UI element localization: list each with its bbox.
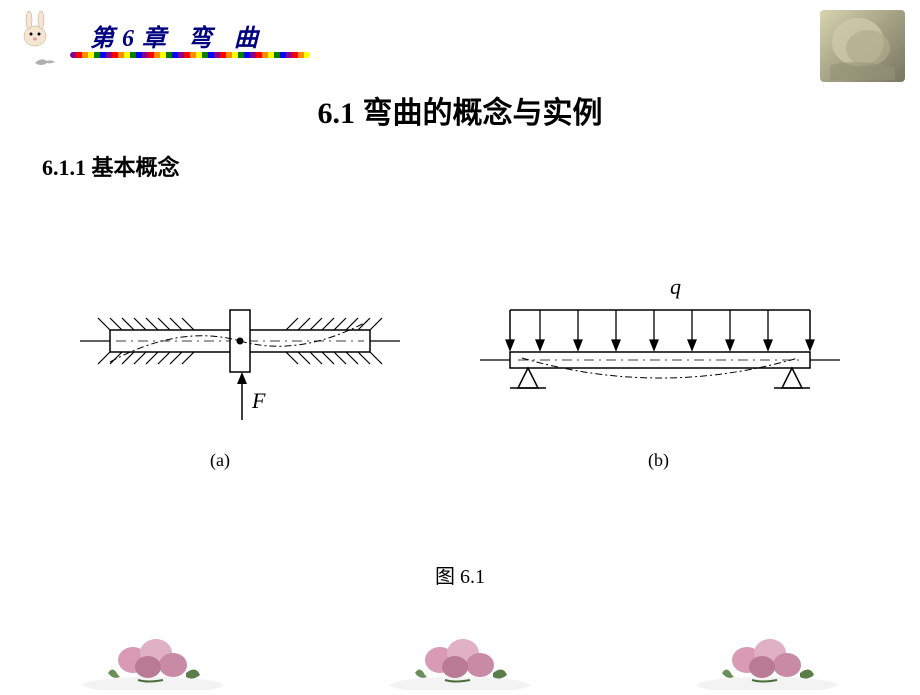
load-label-q: q [670, 274, 681, 299]
bunny-icon [15, 10, 55, 50]
caption-b: (b) [648, 450, 669, 471]
chapter-title: 第6章 弯 曲 [90, 18, 266, 53]
flower-icon [385, 625, 535, 690]
subsection-title: 6.1.1 基本概念 [42, 150, 180, 182]
caption-a: (a) [210, 450, 230, 471]
section-title: 6.1 弯曲的概念与实例 [0, 88, 920, 132]
figure-label: 图 6.1 [0, 560, 920, 589]
flower-icon [692, 625, 842, 690]
diagram-area: F q [0, 270, 920, 470]
footer-decorations [0, 625, 920, 690]
stone-icon [820, 10, 905, 82]
force-label-f: F [251, 388, 266, 413]
diagram-a: F [80, 270, 400, 430]
flower-icon [78, 625, 228, 690]
slide-header: 第6章 弯 曲 [15, 10, 905, 60]
rainbow-divider [70, 52, 310, 58]
bird-icon [33, 55, 57, 74]
diagram-b: q [480, 270, 840, 430]
